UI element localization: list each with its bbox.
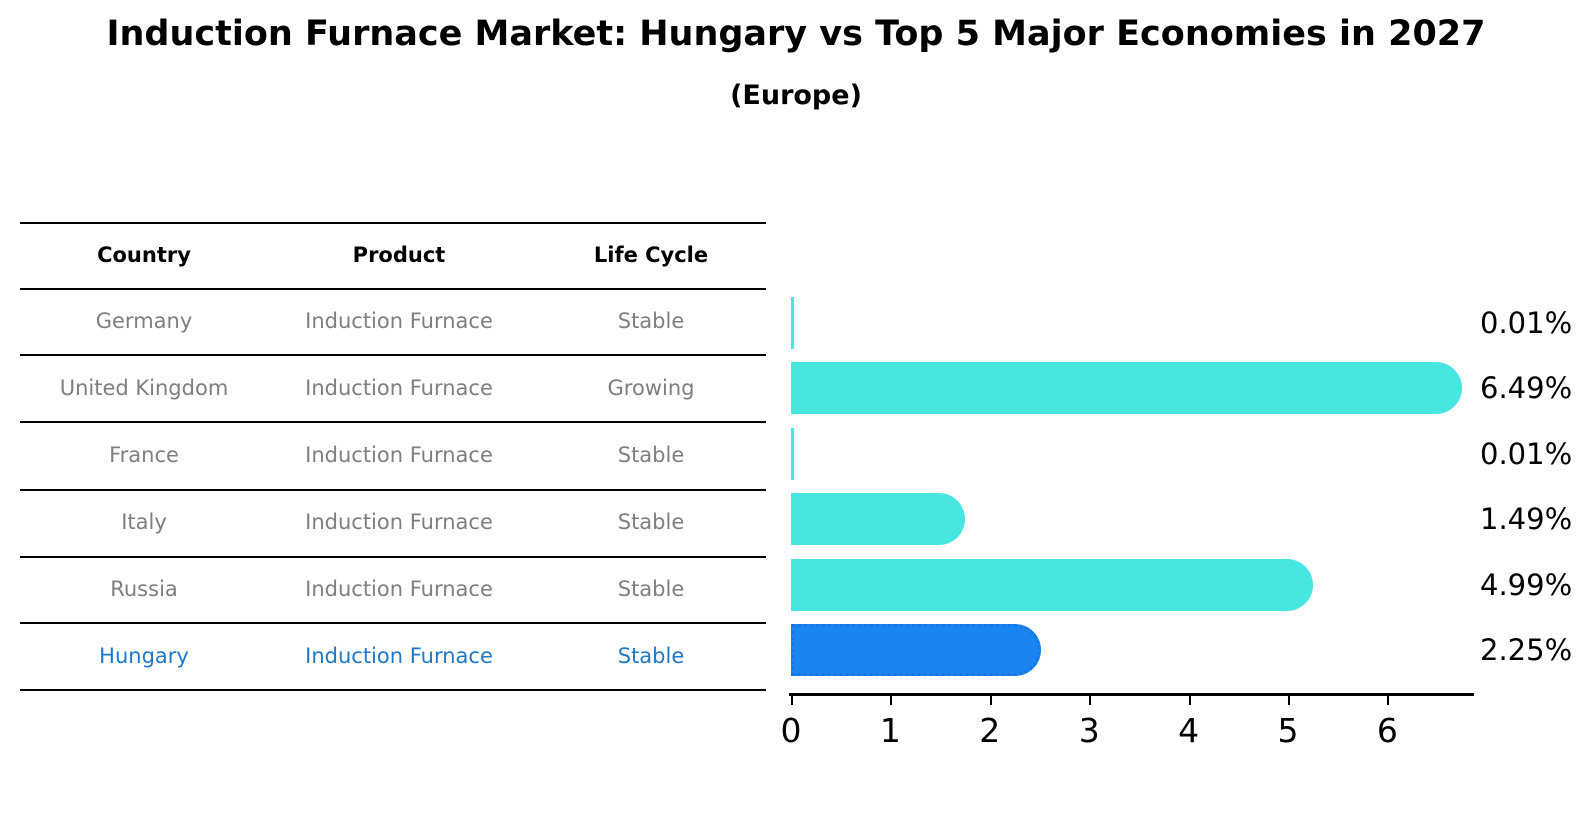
table-header-product: Product [352,243,446,267]
value-label-russia: 4.99% [1480,568,1573,602]
table-cell-life_cycle-germany: Stable [617,309,685,333]
table-cell-country-russia: Russia [110,577,178,601]
table-cell-country-united-kingdom: United Kingdom [59,376,229,400]
value-label-germany: 0.01% [1480,306,1573,340]
table-cell-product-italy: Induction Furnace [305,510,493,534]
table-cell-life_cycle-italy: Stable [617,510,685,534]
x-axis-tick-label: 2 [979,711,1001,750]
x-axis-tick [1188,696,1191,705]
table-cell-product-hungary: Induction Furnace [305,644,493,668]
table-divider [20,556,766,558]
x-axis-tick-label: 0 [780,711,802,750]
table-divider [20,222,766,224]
table-divider [20,622,766,624]
x-axis-tick [1387,696,1390,705]
table-cell-product-united-kingdom: Induction Furnace [305,376,493,400]
table-cell-life_cycle-france: Stable [617,443,685,467]
value-label-hungary: 2.25% [1480,633,1573,667]
table-cell-life_cycle-russia: Stable [617,577,685,601]
table-header-country: Country [97,243,191,267]
table-cell-life_cycle-united-kingdom: Growing [607,376,695,400]
table-divider [20,689,766,691]
bar-italy [791,493,966,545]
value-label-italy: 1.49% [1480,502,1573,536]
x-axis-line [789,693,1474,696]
table-cell-country-germany: Germany [95,309,193,333]
bar-united-kingdom [791,362,1463,414]
table-divider [20,354,766,356]
bar-russia [791,559,1313,611]
table-cell-product-russia: Induction Furnace [305,577,493,601]
table-cell-country-italy: Italy [121,510,167,534]
table-cell-country-hungary: Hungary [99,644,189,668]
x-axis-tick [989,696,992,705]
x-axis-tick-label: 4 [1178,711,1200,750]
table-cell-country-france: France [109,443,179,467]
table-divider [20,421,766,423]
table-cell-life_cycle-hungary: Stable [617,644,685,668]
table-divider [20,288,766,290]
x-axis-tick [1089,696,1092,705]
x-axis-tick [890,696,893,705]
x-axis-tick-label: 5 [1277,711,1299,750]
bar-france [791,428,794,480]
table-cell-product-france: Induction Furnace [305,443,493,467]
x-axis-tick-label: 3 [1078,711,1100,750]
chart-subtitle: (Europe) [730,80,862,111]
bar-hungary [791,624,1041,676]
table-divider [20,489,766,491]
table-header-life_cycle: Life Cycle [593,243,709,267]
x-axis-tick-label: 6 [1376,711,1398,750]
x-axis-tick [791,696,793,705]
x-axis-tick-label: 1 [879,711,901,750]
bar-germany [791,297,794,349]
table-cell-product-germany: Induction Furnace [305,309,493,333]
value-label-united-kingdom: 6.49% [1480,371,1573,405]
chart-title: Induction Furnace Market: Hungary vs Top… [106,14,1486,54]
value-label-france: 0.01% [1480,437,1573,471]
x-axis-tick [1288,696,1290,705]
